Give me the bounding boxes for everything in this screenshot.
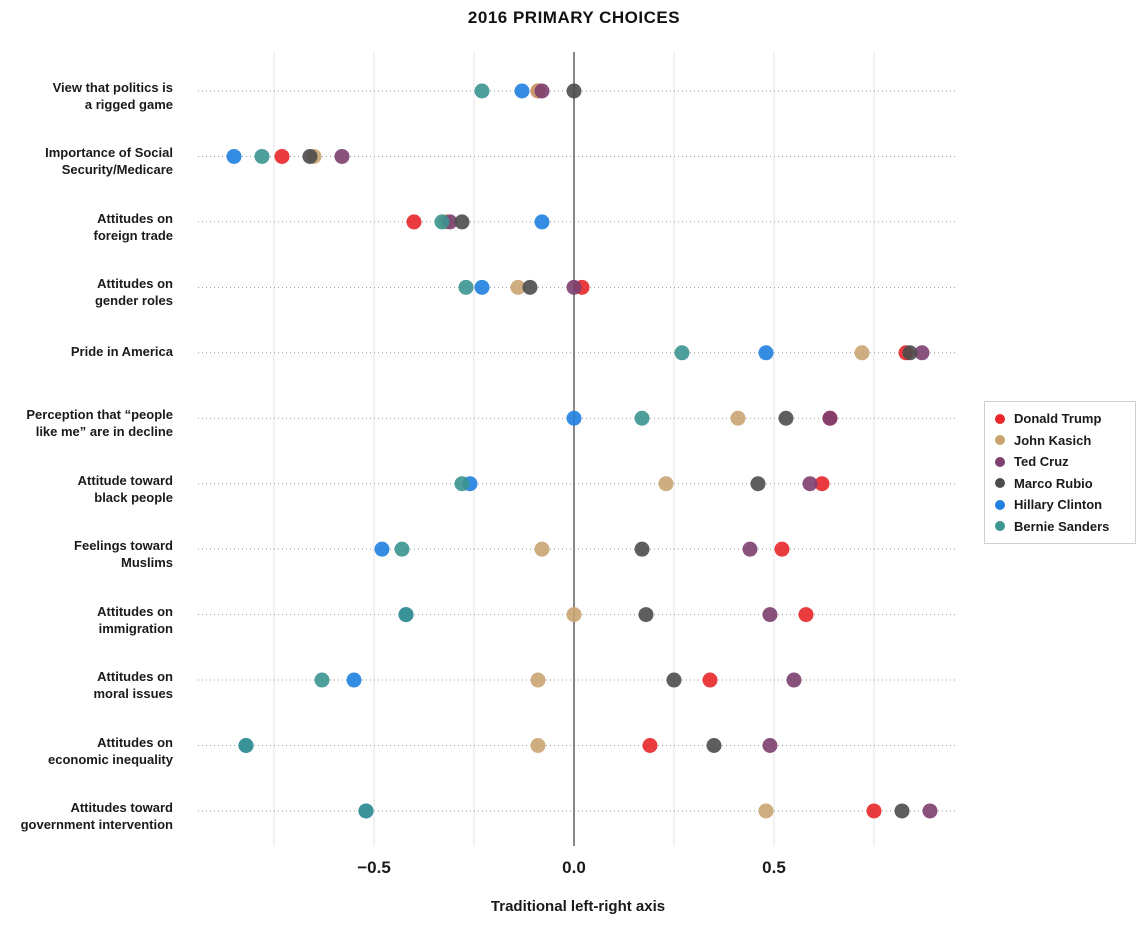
x-tick-label: 0.5	[762, 858, 786, 877]
point-donald-trump	[406, 214, 422, 230]
point-ted-cruz	[334, 148, 350, 164]
point-hillary-clinton	[514, 83, 530, 99]
legend: Donald Trump John Kasich Ted Cruz Marco Rub…	[984, 401, 1136, 544]
point-hillary-clinton	[226, 148, 242, 164]
point-bernie-sanders	[434, 214, 450, 230]
point-john-kasich	[658, 476, 674, 492]
point-marco-rubio	[894, 803, 910, 819]
legend-swatch	[995, 478, 1005, 489]
point-john-kasich	[758, 803, 774, 819]
point-hillary-clinton	[374, 541, 390, 557]
legend-swatch	[995, 521, 1005, 532]
point-marco-rubio	[902, 345, 918, 361]
point-donald-trump	[814, 476, 830, 492]
legend-item: John Kasich	[995, 430, 1135, 452]
point-ted-cruz	[922, 803, 938, 819]
category-label: Attitudes on immigration	[97, 603, 173, 636]
point-donald-trump	[866, 803, 882, 819]
point-marco-rubio	[522, 279, 538, 295]
point-marco-rubio	[638, 607, 654, 623]
point-ted-cruz	[786, 672, 802, 688]
point-john-kasich	[530, 738, 546, 753]
category-label: Attitudes on economic inequality	[48, 734, 173, 767]
point-john-kasich	[854, 345, 870, 361]
point-bernie-sanders	[674, 345, 690, 361]
legend-label: Donald Trump	[1014, 411, 1102, 427]
point-marco-rubio	[778, 410, 794, 426]
point-john-kasich	[730, 410, 746, 426]
legend-item: Donald Trump	[995, 408, 1135, 430]
point-hillary-clinton	[346, 672, 362, 688]
point-donald-trump	[642, 738, 658, 753]
point-marco-rubio	[750, 476, 766, 492]
x-tick-label: −0.5	[357, 858, 391, 877]
category-label: View that politics is a rigged game	[52, 80, 173, 112]
legend-label: Hillary Clinton	[1014, 497, 1103, 513]
category-label: Attitudes on moral issues	[93, 669, 174, 702]
point-marco-rubio	[566, 83, 582, 99]
point-bernie-sanders	[254, 148, 270, 164]
point-marco-rubio	[302, 148, 318, 164]
point-hillary-clinton	[758, 345, 774, 361]
legend-swatch	[995, 435, 1005, 446]
x-tick-label: 0.0	[562, 858, 586, 877]
point-bernie-sanders	[394, 541, 410, 557]
point-ted-cruz	[822, 410, 838, 426]
legend-swatch	[995, 499, 1005, 510]
category-label: Attitude toward black people	[77, 472, 173, 505]
category-label: Pride in America	[70, 343, 173, 359]
point-ted-cruz	[802, 476, 818, 492]
point-bernie-sanders	[358, 803, 374, 819]
legend-item: Marco Rubio	[995, 473, 1135, 495]
point-marco-rubio	[666, 672, 682, 688]
legend-item: Hillary Clinton	[995, 494, 1135, 516]
legend-label: Marco Rubio	[1014, 475, 1093, 491]
category-label: Attitudes on foreign trade	[93, 210, 173, 243]
point-bernie-sanders	[238, 738, 254, 753]
category-label: Perception that “people like me” are in …	[26, 407, 173, 440]
point-ted-cruz	[566, 279, 582, 295]
category-label: Importance of Social Security/Medicare	[45, 145, 173, 178]
point-ted-cruz	[742, 541, 758, 557]
point-marco-rubio	[454, 214, 470, 230]
point-ted-cruz	[762, 607, 778, 623]
point-john-kasich	[510, 279, 526, 295]
point-marco-rubio	[634, 541, 650, 557]
point-ted-cruz	[534, 83, 550, 99]
legend-label: John Kasich	[1014, 432, 1092, 448]
point-hillary-clinton	[566, 410, 582, 426]
point-donald-trump	[774, 541, 790, 557]
point-marco-rubio	[706, 738, 722, 753]
point-bernie-sanders	[474, 83, 490, 99]
point-bernie-sanders	[314, 672, 330, 688]
point-hillary-clinton	[474, 279, 490, 295]
point-ted-cruz	[914, 345, 930, 361]
category-label: Feelings toward Muslims	[74, 538, 173, 571]
point-donald-trump	[798, 607, 814, 623]
point-hillary-clinton	[534, 214, 550, 230]
category-label: Attitudes toward government intervention	[20, 799, 173, 832]
point-bernie-sanders	[398, 607, 414, 623]
x-axis-label: Traditional left-right axis	[490, 898, 666, 915]
legend-item: Ted Cruz	[995, 451, 1135, 473]
point-bernie-sanders	[634, 410, 650, 426]
legend-swatch	[995, 456, 1005, 467]
point-john-kasich	[566, 607, 582, 623]
legend-swatch	[995, 413, 1005, 424]
point-donald-trump	[274, 148, 290, 164]
point-bernie-sanders	[458, 279, 474, 295]
point-john-kasich	[530, 672, 546, 688]
legend-item: Bernie Sanders	[995, 516, 1135, 538]
point-john-kasich	[534, 541, 550, 557]
point-bernie-sanders	[454, 476, 470, 492]
legend-label: Ted Cruz	[1014, 454, 1069, 470]
point-donald-trump	[702, 672, 718, 688]
chart-title: 2016 PRIMARY CHOICES	[467, 8, 681, 27]
legend-label: Bernie Sanders	[1014, 518, 1110, 534]
point-ted-cruz	[762, 738, 778, 753]
category-label: Attitudes on gender roles	[94, 276, 173, 309]
